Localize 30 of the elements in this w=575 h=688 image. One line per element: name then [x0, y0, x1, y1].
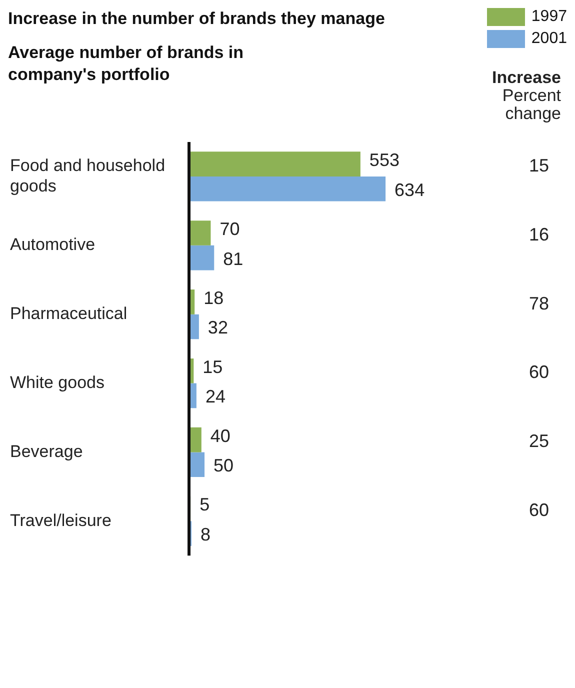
y-tick-label: White goods: [10, 372, 104, 392]
text: Percent change: [502, 86, 562, 124]
y-tick-label: Pharmaceutical: [10, 304, 128, 324]
data-label: 40: [210, 426, 230, 446]
legend-label: 1997: [530, 8, 567, 26]
text: Increase: [492, 68, 561, 88]
data-label: 18: [204, 288, 224, 308]
chart-subtitle: Average number of brands in company's portfolio: [8, 42, 245, 86]
data-label: 70: [220, 218, 240, 239]
data-label: 24: [205, 386, 226, 407]
data-label: 32: [208, 318, 228, 338]
text: 78: [528, 293, 549, 314]
y-tick-label: Food and household goods: [10, 156, 166, 196]
data-label: 5: [200, 494, 210, 515]
chart-title: Increase in the number of brands they manage: [8, 8, 386, 30]
text: 15: [528, 155, 549, 176]
text: 60: [528, 500, 549, 520]
y-tick-label: Beverage: [10, 442, 83, 461]
text: 16: [528, 224, 549, 244]
data-label: 634: [394, 180, 425, 200]
legend-label: 2001: [530, 30, 567, 48]
text: 25: [528, 431, 549, 452]
y-tick-label: Automotive: [10, 235, 96, 254]
data-label: 50: [214, 456, 234, 476]
data-label: 8: [200, 524, 211, 545]
y-tick-label: Travel/leisure: [10, 510, 112, 530]
text: 60: [528, 362, 549, 382]
data-label: 81: [223, 248, 244, 269]
data-label: 15: [202, 356, 223, 377]
data-label: 553: [369, 150, 400, 170]
